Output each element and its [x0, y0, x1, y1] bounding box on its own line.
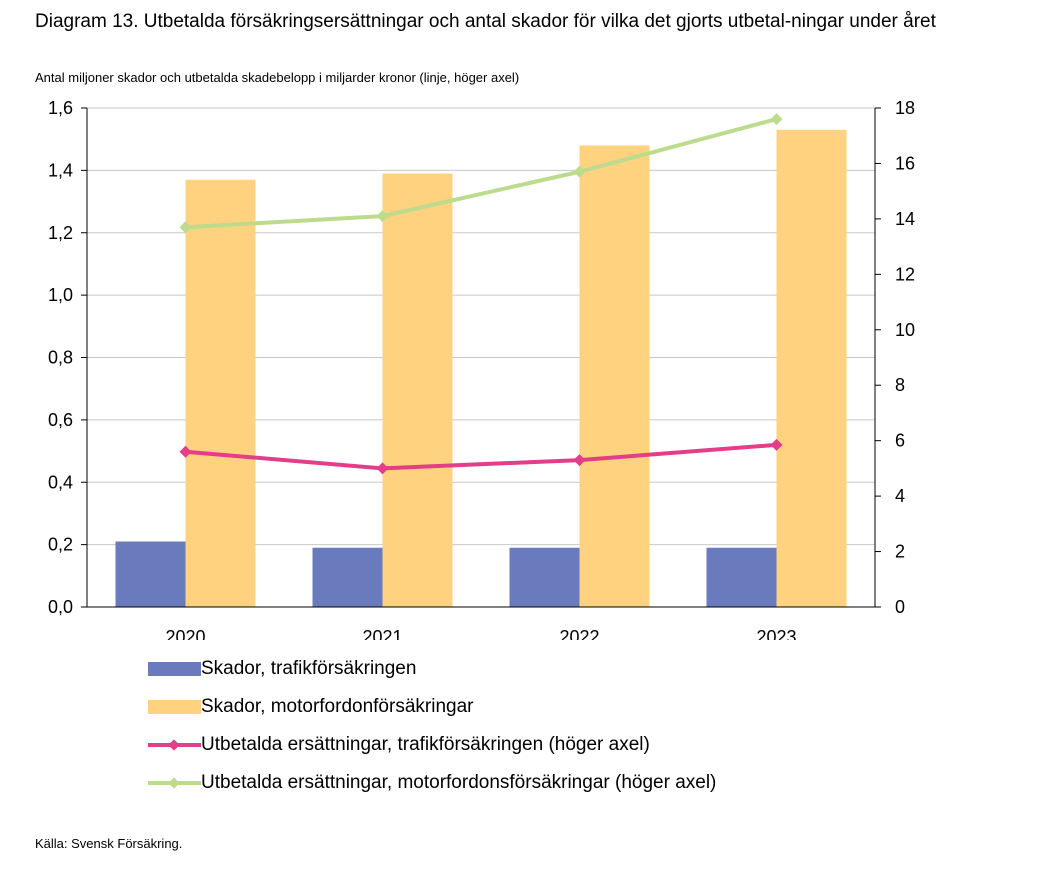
chart-area: 0,0 0,2 0,4 0,6 0,8 1,0 1,2 1,4 1,6 0 2 4 6 8 10 12 14 16… — [48, 98, 915, 640]
legend-label-trafik-skador: Skador, trafikförsäkringen — [201, 658, 417, 679]
right-axis-tick-label: 4 — [895, 486, 905, 506]
left-axis-tick-label: 0,4 — [48, 472, 73, 492]
right-axis-tick-label: 16 — [895, 153, 915, 173]
bar-trafik-2020 — [115, 541, 186, 607]
marker-motor-2020 — [179, 221, 192, 234]
right-axis-tick-label: 6 — [895, 431, 905, 451]
marker-trafik-2021 — [376, 462, 389, 475]
legend-label-motor-ersattningar: Utbetalda ersättningar, motorfordonsförs… — [201, 772, 717, 793]
left-axis-tick-label: 0,2 — [48, 535, 73, 555]
x-axis-label-2021: 2021 — [362, 627, 402, 640]
marker-motor-2023 — [770, 113, 783, 126]
legend-swatch-motor-skador — [148, 700, 201, 714]
legend-item-motor-skador: Skador, motorfordonförsäkringar — [148, 688, 716, 726]
right-axis-tick-label: 12 — [895, 264, 915, 284]
marker-motor-2022 — [573, 165, 586, 178]
legend-swatch-trafik-skador — [148, 662, 201, 676]
bar-motor-2020 — [185, 179, 256, 607]
right-axis-tick-label: 8 — [895, 375, 905, 395]
marker-trafik-2020 — [179, 445, 192, 458]
right-axis-tick-label: 10 — [895, 320, 915, 340]
legend: Skador, trafikförsäkringen Skador, motor… — [148, 650, 716, 802]
bar-trafik-2021 — [312, 547, 383, 607]
x-axis-label-2020: 2020 — [165, 627, 205, 640]
x-axis-label-2023: 2023 — [756, 627, 796, 640]
bar-trafik-2022 — [509, 547, 580, 607]
left-axis-tick-label: 0,0 — [48, 597, 73, 617]
x-axis-label-2022: 2022 — [559, 627, 599, 640]
left-axis-tick-label: 0,6 — [48, 410, 73, 430]
left-axis-tick-label: 1,4 — [48, 160, 73, 180]
legend-item-trafik-skador: Skador, trafikförsäkringen — [148, 650, 716, 688]
right-axis-tick-label: 18 — [895, 98, 915, 118]
right-axis-tick-label: 0 — [895, 597, 905, 617]
marker-trafik-2023 — [770, 438, 783, 451]
legend-item-motor-ersattningar: Utbetalda ersättningar, motorfordonsförs… — [148, 764, 716, 802]
bar-trafik-2023 — [706, 547, 777, 607]
right-axis-tick-label: 2 — [895, 542, 905, 562]
left-axis-tick-label: 1,2 — [48, 223, 73, 243]
legend-label-trafik-ersattningar: Utbetalda ersättningar, trafikförsäkring… — [201, 734, 650, 755]
chart-subtitle: Antal miljoner skador och utbetalda skad… — [35, 70, 520, 85]
left-axis-tick-label: 1,6 — [48, 98, 73, 118]
legend-label-motor-skador: Skador, motorfordonförsäkringar — [201, 696, 474, 717]
legend-swatch-motor-ersattningar — [148, 776, 201, 790]
line-trafik-ersattningar — [185, 442, 777, 471]
chart-title: Diagram 13. Utbetalda försäkringsersättn… — [35, 11, 936, 32]
bar-motor-2023 — [776, 129, 847, 608]
marker-trafik-2022 — [573, 454, 586, 467]
legend-swatch-trafik-ersattningar — [148, 738, 201, 752]
marker-motor-2021 — [376, 210, 389, 223]
left-axis-tick-label: 0,8 — [48, 348, 73, 368]
bar-motor-2022 — [579, 145, 650, 608]
bar-motor-2021 — [382, 173, 453, 607]
legend-item-trafik-ersattningar: Utbetalda ersättningar, trafikförsäkring… — [148, 726, 716, 764]
left-axis-tick-label: 1,0 — [48, 285, 73, 305]
right-axis-tick-label: 14 — [895, 209, 915, 229]
line-motor-ersattningar — [185, 117, 778, 230]
source-note: Källa: Svensk Försäkring. — [35, 836, 183, 851]
